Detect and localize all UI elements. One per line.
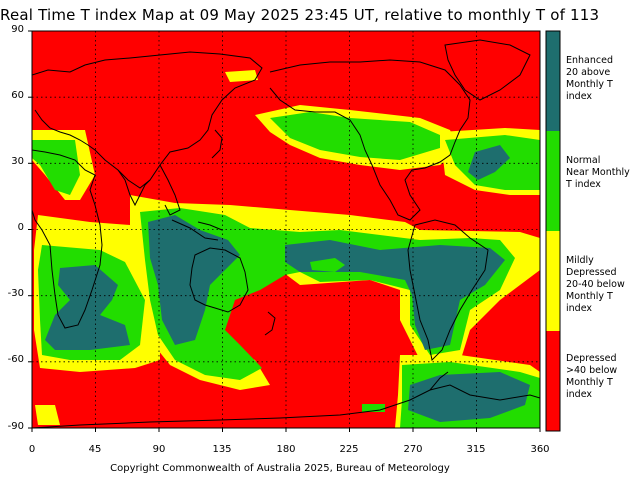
legend-label-normal: Normal Near Monthly T index (566, 155, 630, 190)
y-tick-label: 30 (11, 156, 24, 167)
legend-colorbar (545, 30, 561, 432)
legend-label-depressed: Depressed >40 below Monthly T index (566, 353, 618, 400)
map-title: Real Time T index Map at 09 May 2025 23:… (0, 6, 600, 24)
y-tick-label: -30 (7, 288, 24, 299)
y-tick-label: -60 (7, 354, 24, 365)
x-tick-label: 90 (152, 444, 166, 455)
x-tick-label: 135 (212, 444, 232, 455)
x-tick-label: 270 (403, 444, 423, 455)
x-tick-label: 0 (28, 444, 36, 455)
tick-marks (28, 30, 541, 432)
x-tick-label: 315 (466, 444, 486, 455)
x-tick-label: 45 (88, 444, 102, 455)
y-tick-label: 60 (11, 90, 24, 101)
legend-label-mild: Mildly Depressed 20-40 below Monthly T i… (566, 255, 625, 314)
legend-swatch-enhanced (546, 31, 560, 131)
y-tick-label: -90 (7, 421, 24, 432)
pacific-normal-patch (310, 258, 345, 272)
coastlines (32, 39, 540, 428)
copyright-notice: Copyright Commonwealth of Australia 2025… (110, 463, 450, 474)
grid-lines (32, 31, 540, 428)
legend-swatch-depressed (546, 331, 560, 431)
legend-swatch-normal (546, 131, 560, 231)
y-tick-label: 0 (17, 222, 24, 233)
x-tick-label: 180 (276, 444, 296, 455)
y-tick-label: 90 (11, 24, 24, 35)
legend-label-enhanced: Enhanced 20 above Monthly T index (566, 55, 613, 102)
legend-swatch-mild (546, 231, 560, 331)
x-tick-label: 225 (339, 444, 359, 455)
x-tick-label: 360 (530, 444, 550, 455)
